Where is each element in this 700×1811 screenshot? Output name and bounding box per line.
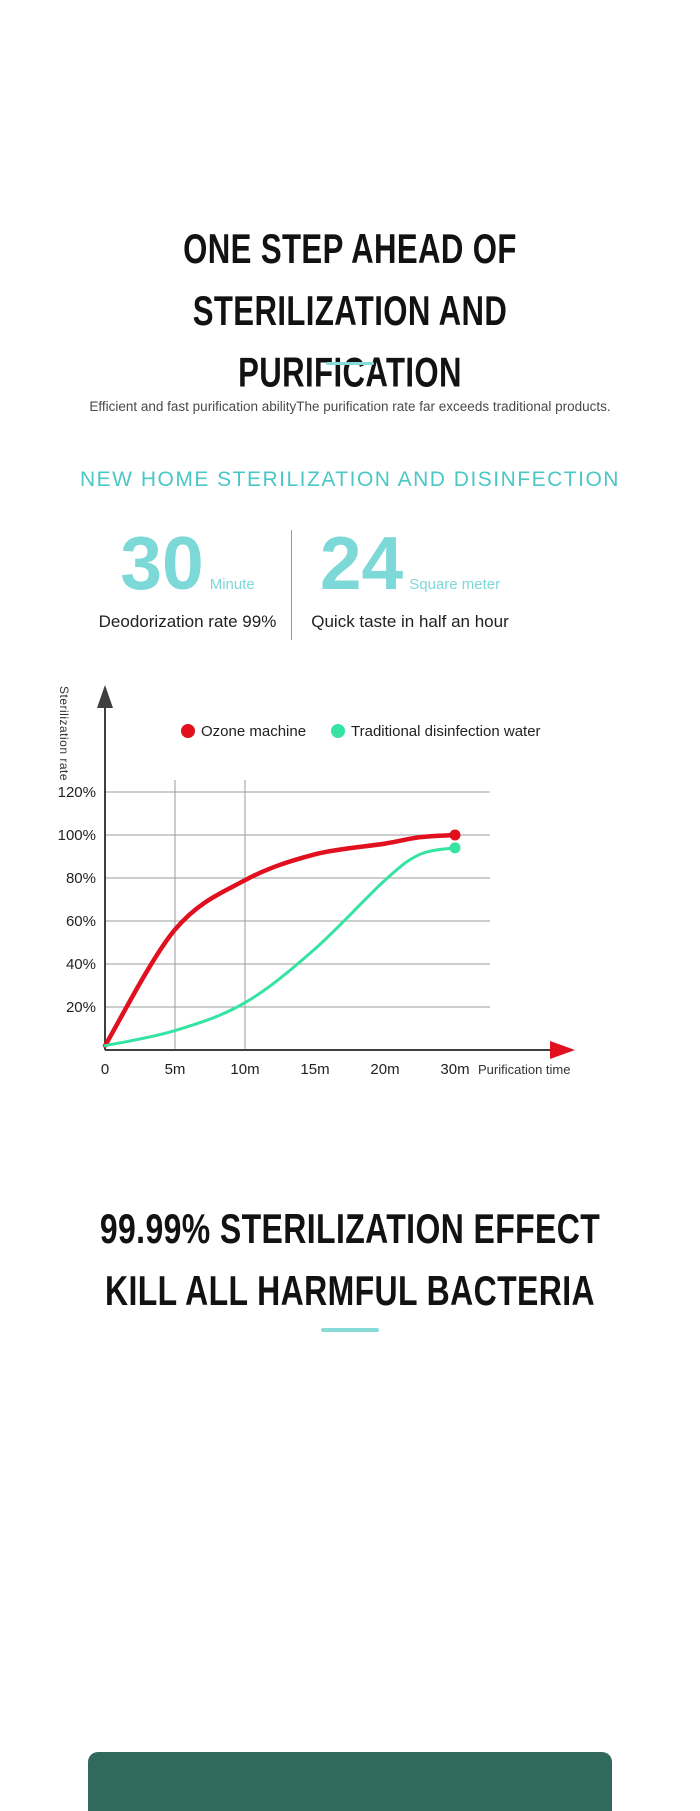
stat-minutes: 30 Minute Deodorization rate 99%: [40, 524, 335, 632]
y-tick-label: 60%: [66, 913, 96, 930]
legend-label-ozone-machine: Ozone machine: [201, 723, 306, 740]
footer-title-line1: 99.99% STERILIZATION EFFECT: [99, 1205, 601, 1253]
y-tick-label: 80%: [66, 870, 96, 887]
page-title-line1: ONE STEP AHEAD OF: [183, 225, 517, 273]
legend-label-traditional-disinfection-water: Traditional disinfection water: [351, 723, 541, 740]
stat-area-number: 24 Square meter: [295, 524, 525, 603]
divider-line-bottom: [321, 1328, 379, 1332]
series-line-ozone-machine: [102, 832, 458, 1048]
y-axis-arrow-icon: [97, 685, 113, 708]
x-tick-label: 10m: [230, 1061, 259, 1078]
stat-area-caption: Quick taste in half an hour: [311, 611, 509, 631]
y-tick-label: 120%: [58, 784, 96, 801]
chart-canvas: 20% 40% 60% 80% 100% 120% 0 5m 10m 15m 20m 30m Purif…: [58, 685, 575, 1078]
subtitle-text: Efficient and fast purification abilityT…: [89, 399, 611, 414]
x-axis-title: Purification time: [478, 1062, 570, 1077]
y-axis-title: Sterilization rate: [57, 686, 71, 782]
stats-row: 30 Minute Deodorization rate 99% 24 Squa…: [0, 524, 700, 649]
y-tick-label: 40%: [66, 956, 96, 973]
vertical-divider: [291, 530, 292, 640]
x-tick-label: 0: [101, 1061, 109, 1078]
series-line-traditional-disinfection-water: [103, 846, 457, 1048]
stat-area-unit: Square meter: [409, 576, 501, 593]
x-tick-label: 20m: [370, 1061, 399, 1078]
legend-dot-ozone-machine-icon: [181, 724, 195, 738]
stat-area-value: 24: [319, 521, 404, 605]
legend-dot-traditional-disinfection-water-icon: [331, 724, 345, 738]
x-axis-arrow-icon: [550, 1041, 575, 1059]
series-endpoint-traditional-disinfection-water: [449, 842, 461, 854]
page-title-line2: STERILIZATION AND PURIFICATION: [192, 287, 508, 396]
footer-title-line2: KILL ALL HARMFUL BACTERIA: [104, 1267, 596, 1314]
x-tick-label: 5m: [165, 1061, 186, 1078]
x-tick-label: 15m: [300, 1061, 329, 1078]
stat-minutes-value: 30: [120, 521, 204, 605]
sterilization-chart: Sterilization rate 20% 40% 60% 80% 100% 120% 0…: [0, 670, 700, 1095]
stat-minutes-caption: Deodorization rate 99%: [98, 611, 277, 631]
stat-minutes-number: 30 Minute: [40, 524, 335, 603]
footer-title: 99.99% STERILIZATION EFFECT KILL ALL HAR…: [77, 1198, 623, 1322]
stat-area: 24 Square meter Quick taste in half an h…: [295, 524, 525, 632]
y-tick-label: 100%: [58, 827, 96, 844]
series-endpoint-ozone-machine: [449, 829, 461, 841]
product-image-top: [88, 1752, 612, 1811]
stat-minutes-unit: Minute: [209, 576, 255, 593]
section-heading: NEW HOME STERILIZATION AND DISINFECTION: [80, 468, 620, 491]
x-tick-label: 30m: [440, 1061, 469, 1078]
y-tick-label: 20%: [66, 999, 96, 1016]
divider-line-top: [326, 362, 374, 365]
page-title: ONE STEP AHEAD OF STERILIZATION AND PURI…: [84, 218, 616, 404]
